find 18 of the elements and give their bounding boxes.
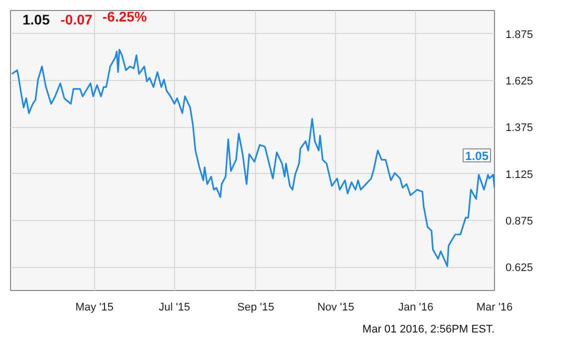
annotation: -0.07 <box>60 12 93 28</box>
y-tick-label: 1.375 <box>506 122 534 134</box>
x-tick-label: Jan '16 <box>398 302 434 314</box>
annotation: 1.05 <box>465 148 489 163</box>
annotation: -6.25% <box>102 8 148 24</box>
x-tick-label: Mar '16 <box>476 302 513 314</box>
y-tick-label: 0.875 <box>506 216 534 228</box>
line-series <box>11 48 494 268</box>
y-tick-label: 0.625 <box>506 262 534 274</box>
y-tick-label: 1.125 <box>506 168 534 181</box>
y-tick-label: 1.875 <box>506 28 534 41</box>
x-tick-label: May '15 <box>75 302 114 314</box>
x-tick-label: Nov '15 <box>317 302 354 314</box>
text: Mar 01 2016, 2:56PM EST. <box>362 324 495 336</box>
chart-title: 1.05 <box>22 12 50 28</box>
x-tick-label: Sep '15 <box>237 302 274 314</box>
x-tick-label: Jul '15 <box>158 302 190 314</box>
y-tick-label: 1.625 <box>506 76 534 88</box>
